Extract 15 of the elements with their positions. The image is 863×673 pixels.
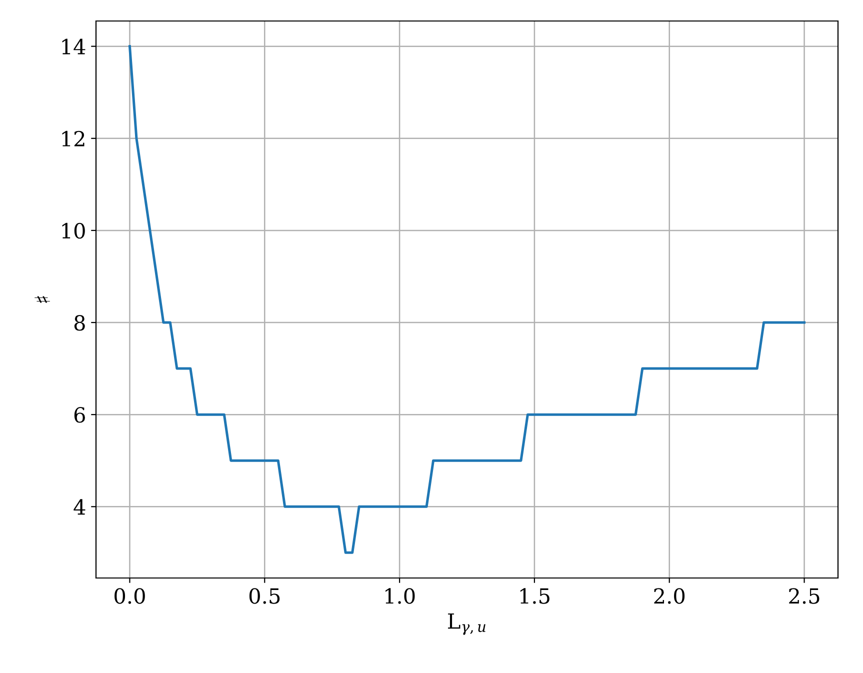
y-tick-label: 14 bbox=[62, 38, 86, 54]
y-axis-title: ♯ bbox=[34, 296, 50, 303]
x-axis-title: L$_{γ,u}$ bbox=[448, 613, 486, 635]
y-tick-label: 4 bbox=[74, 499, 86, 515]
line-series bbox=[128, 45, 806, 554]
x-tick-label: 2.0 bbox=[654, 588, 685, 604]
x-tick-label: 0.0 bbox=[114, 588, 145, 604]
x-tick-label: 0.5 bbox=[249, 588, 280, 604]
x-tick-label: 1.0 bbox=[386, 588, 415, 604]
y-tick-label: 6 bbox=[74, 407, 85, 423]
y-tick-label: 12 bbox=[62, 130, 84, 146]
y-tick-label: 10 bbox=[62, 222, 85, 239]
x-tick-label: 2.5 bbox=[789, 588, 820, 604]
x-tick-label: 1.5 bbox=[520, 588, 550, 604]
y-tick-label: 8 bbox=[74, 314, 85, 331]
